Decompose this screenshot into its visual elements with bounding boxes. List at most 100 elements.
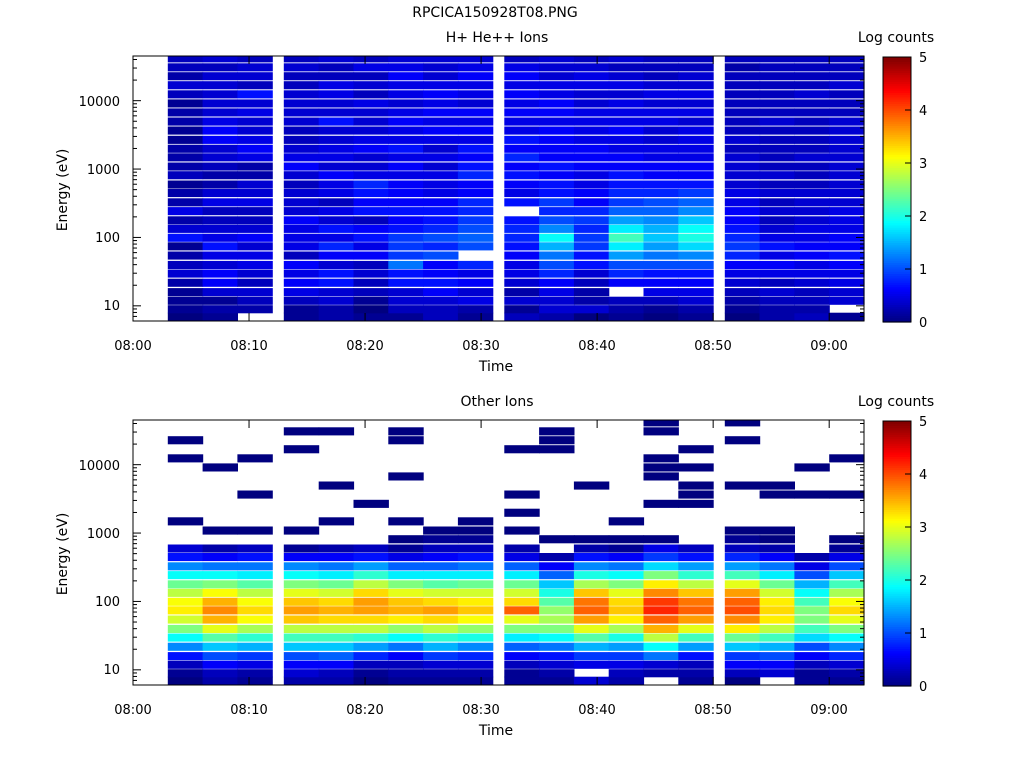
colorbar-swatch bbox=[883, 504, 911, 508]
heatmap-cell bbox=[759, 162, 795, 171]
heatmap-cell bbox=[573, 296, 610, 305]
colorbar-swatch bbox=[883, 451, 911, 455]
x-tick-label: 08:00 bbox=[114, 339, 151, 354]
colorbar-swatch bbox=[883, 546, 911, 550]
heatmap-cell bbox=[608, 633, 645, 642]
heatmap-cell bbox=[388, 63, 424, 72]
heatmap-cell bbox=[423, 224, 459, 233]
heatmap-cell bbox=[829, 90, 865, 99]
heatmap-cell bbox=[573, 652, 610, 661]
colorbar-swatch bbox=[883, 648, 911, 652]
heatmap-cell bbox=[283, 580, 320, 589]
heatmap-cell bbox=[608, 562, 645, 571]
heatmap-cell bbox=[318, 633, 355, 642]
colorbar-swatch bbox=[883, 169, 911, 173]
heatmap-cell bbox=[457, 606, 494, 615]
heatmap-cell bbox=[388, 296, 424, 305]
heatmap-cell bbox=[573, 72, 610, 81]
heatmap-cell bbox=[678, 633, 714, 642]
heatmap-cell bbox=[457, 216, 494, 225]
heatmap-cell bbox=[573, 633, 610, 642]
heatmap-cell bbox=[724, 126, 761, 135]
heatmap-cell bbox=[678, 606, 714, 615]
heatmap-cell bbox=[759, 90, 795, 99]
heatmap-cell bbox=[202, 162, 238, 171]
heatmap-cell bbox=[794, 81, 830, 90]
heatmap-cell bbox=[794, 126, 830, 135]
heatmap-cell bbox=[167, 624, 204, 633]
heatmap-cell bbox=[388, 242, 424, 251]
panel-title: Other Ions bbox=[460, 394, 533, 410]
colorbar-swatch bbox=[883, 586, 911, 590]
heatmap-cell bbox=[423, 660, 459, 669]
colorbar-swatch bbox=[883, 571, 911, 574]
heatmap-cell bbox=[678, 660, 714, 669]
heatmap-cell bbox=[167, 224, 204, 233]
heatmap-cell bbox=[423, 642, 459, 651]
heatmap-cell bbox=[318, 606, 355, 615]
plot-frame bbox=[132, 55, 865, 322]
heatmap-cell bbox=[167, 144, 204, 153]
heatmap-cell bbox=[237, 126, 273, 135]
heatmap-cell bbox=[539, 588, 575, 597]
colorbar-swatch bbox=[883, 474, 911, 477]
heatmap-cell bbox=[318, 56, 355, 63]
heatmap-cell bbox=[423, 296, 459, 305]
x-tick-label: 08:20 bbox=[346, 339, 383, 354]
colorbar-swatch bbox=[883, 98, 911, 102]
heatmap-cell bbox=[202, 56, 238, 63]
heatmap-cell bbox=[283, 669, 320, 678]
colorbar-swatch bbox=[883, 438, 911, 442]
colorbar-swatch bbox=[883, 149, 911, 153]
heatmap-cell bbox=[388, 56, 424, 63]
heatmap-cell bbox=[608, 624, 645, 633]
heatmap-cell bbox=[202, 269, 238, 278]
heatmap-cell bbox=[643, 420, 679, 427]
heatmap-cell bbox=[457, 198, 494, 207]
heatmap-cell bbox=[678, 189, 714, 198]
heatmap-cell bbox=[457, 676, 494, 685]
colorbar-swatch bbox=[883, 500, 911, 504]
heatmap-cell bbox=[539, 296, 575, 305]
heatmap-cell bbox=[283, 445, 320, 454]
heatmap-cell bbox=[283, 72, 320, 81]
colorbar-swatch bbox=[883, 491, 911, 495]
heatmap-cell bbox=[504, 624, 540, 633]
heatmap-cell bbox=[724, 153, 761, 162]
heatmap-cell bbox=[504, 660, 540, 669]
heatmap-cell bbox=[573, 580, 610, 589]
heatmap-cell bbox=[794, 633, 830, 642]
colorbar-swatch bbox=[883, 114, 911, 118]
heatmap-cell bbox=[794, 580, 830, 589]
heatmap-cell bbox=[167, 588, 204, 597]
heatmap-cell bbox=[318, 224, 355, 233]
x-tick-label: 08:00 bbox=[114, 703, 151, 718]
heatmap-cell bbox=[829, 198, 865, 207]
heatmap-cell bbox=[167, 597, 204, 606]
heatmap-cell bbox=[643, 463, 679, 472]
colorbar-swatch bbox=[883, 253, 911, 257]
heatmap-cell bbox=[829, 108, 865, 117]
heatmap-cell bbox=[794, 288, 830, 297]
colorbar-tick-label: 1 bbox=[919, 627, 927, 642]
heatmap-cell bbox=[504, 153, 540, 162]
heatmap-cell bbox=[504, 242, 540, 251]
heatmap-cell bbox=[643, 207, 679, 216]
colorbar-swatch bbox=[883, 507, 911, 510]
heatmap-cell bbox=[608, 553, 645, 562]
heatmap-cell bbox=[202, 108, 238, 117]
heatmap-cell bbox=[608, 81, 645, 90]
colorbar-swatch bbox=[883, 251, 911, 255]
heatmap-cell bbox=[504, 676, 540, 685]
colorbar-swatch bbox=[883, 476, 911, 480]
heatmap-cell bbox=[504, 642, 540, 651]
heatmap-cell bbox=[724, 606, 761, 615]
colorbar-swatch bbox=[883, 224, 911, 228]
heatmap-cell bbox=[678, 216, 714, 225]
heatmap-cell bbox=[724, 269, 761, 278]
heatmap-cell bbox=[237, 90, 273, 99]
colorbar-swatch bbox=[883, 489, 911, 493]
heatmap-cell bbox=[724, 56, 761, 63]
heatmap-cell bbox=[643, 269, 679, 278]
heatmap-cell bbox=[388, 81, 424, 90]
